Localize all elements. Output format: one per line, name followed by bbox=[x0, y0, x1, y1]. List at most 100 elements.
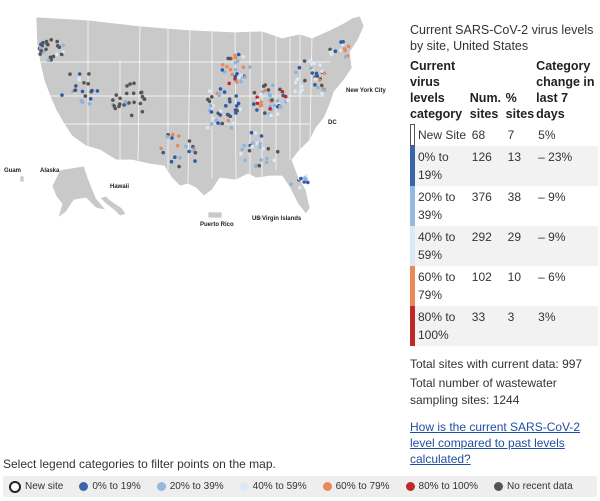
site-point[interactable] bbox=[283, 94, 288, 99]
site-point[interactable] bbox=[122, 103, 126, 107]
site-point[interactable] bbox=[55, 39, 59, 44]
site-point[interactable] bbox=[41, 40, 45, 45]
site-point[interactable] bbox=[342, 47, 347, 51]
site-point[interactable] bbox=[68, 72, 72, 76]
site-point[interactable] bbox=[218, 113, 222, 117]
site-point[interactable] bbox=[220, 63, 225, 67]
site-point[interactable] bbox=[225, 64, 229, 69]
site-point[interactable] bbox=[247, 149, 252, 153]
site-point[interactable] bbox=[255, 101, 260, 105]
site-point[interactable] bbox=[234, 104, 239, 108]
site-point[interactable] bbox=[233, 60, 238, 65]
site-point[interactable] bbox=[175, 143, 180, 148]
site-point[interactable] bbox=[117, 104, 121, 109]
site-point[interactable] bbox=[271, 83, 275, 88]
site-point[interactable] bbox=[235, 108, 240, 113]
site-point[interactable] bbox=[272, 103, 277, 108]
site-point[interactable] bbox=[209, 122, 214, 126]
site-point[interactable] bbox=[113, 106, 117, 111]
site-point[interactable] bbox=[49, 38, 53, 42]
site-point[interactable] bbox=[315, 74, 320, 78]
legend-item[interactable]: 20% to 39% bbox=[156, 481, 224, 492]
site-point[interactable] bbox=[316, 85, 320, 90]
site-point[interactable] bbox=[222, 70, 227, 74]
site-point[interactable] bbox=[302, 59, 307, 63]
site-point[interactable] bbox=[280, 89, 285, 94]
site-point[interactable] bbox=[60, 93, 64, 97]
site-point[interactable] bbox=[339, 40, 343, 44]
site-point[interactable] bbox=[140, 94, 145, 99]
site-point[interactable] bbox=[255, 108, 259, 112]
site-point[interactable] bbox=[207, 89, 212, 93]
site-point[interactable] bbox=[208, 103, 213, 108]
site-point[interactable] bbox=[83, 94, 88, 98]
site-point[interactable] bbox=[73, 88, 77, 93]
site-point[interactable] bbox=[216, 121, 220, 125]
site-point[interactable] bbox=[46, 58, 51, 62]
site-point[interactable] bbox=[272, 158, 277, 163]
site-point[interactable] bbox=[252, 90, 257, 95]
site-point[interactable] bbox=[77, 72, 82, 76]
site-point[interactable] bbox=[187, 149, 191, 154]
site-point[interactable] bbox=[38, 52, 42, 56]
site-point[interactable] bbox=[320, 83, 324, 88]
site-point[interactable] bbox=[206, 97, 210, 102]
site-point[interactable] bbox=[270, 98, 274, 102]
site-point[interactable] bbox=[184, 144, 188, 149]
site-point[interactable] bbox=[302, 176, 307, 180]
site-point[interactable] bbox=[275, 112, 280, 116]
site-point[interactable] bbox=[132, 81, 136, 86]
site-point[interactable] bbox=[318, 63, 322, 67]
site-point[interactable] bbox=[320, 69, 324, 74]
site-point[interactable] bbox=[228, 114, 233, 119]
site-point[interactable] bbox=[191, 148, 195, 153]
site-point[interactable] bbox=[210, 95, 214, 99]
site-point[interactable] bbox=[131, 91, 136, 96]
site-point[interactable] bbox=[111, 98, 115, 102]
site-point[interactable] bbox=[230, 72, 234, 77]
site-point[interactable] bbox=[222, 90, 227, 94]
site-point[interactable] bbox=[310, 71, 315, 75]
site-point[interactable] bbox=[229, 126, 234, 130]
site-point[interactable] bbox=[218, 109, 223, 113]
site-point[interactable] bbox=[268, 93, 273, 98]
site-point[interactable] bbox=[140, 109, 145, 114]
site-point[interactable] bbox=[173, 155, 177, 159]
site-point[interactable] bbox=[234, 94, 238, 98]
site-point[interactable] bbox=[251, 141, 255, 145]
site-point[interactable] bbox=[295, 77, 300, 81]
site-point[interactable] bbox=[333, 49, 338, 53]
site-point[interactable] bbox=[237, 75, 241, 80]
site-point[interactable] bbox=[250, 144, 254, 149]
site-point[interactable] bbox=[297, 65, 302, 70]
site-point[interactable] bbox=[239, 151, 243, 156]
site-point[interactable] bbox=[293, 89, 297, 94]
site-point[interactable] bbox=[313, 83, 317, 87]
site-point[interactable] bbox=[346, 44, 351, 49]
site-point[interactable] bbox=[159, 146, 163, 151]
site-point[interactable] bbox=[255, 95, 259, 100]
site-point[interactable] bbox=[80, 89, 85, 94]
site-point[interactable] bbox=[228, 67, 233, 72]
site-point[interactable] bbox=[258, 103, 263, 108]
site-point[interactable] bbox=[228, 56, 232, 61]
site-point[interactable] bbox=[299, 176, 303, 181]
site-point[interactable] bbox=[193, 150, 198, 155]
site-point[interactable] bbox=[231, 121, 235, 126]
site-point[interactable] bbox=[82, 81, 86, 85]
site-point[interactable] bbox=[243, 158, 247, 163]
site-point[interactable] bbox=[128, 82, 132, 86]
site-point[interactable] bbox=[233, 53, 237, 58]
site-point[interactable] bbox=[165, 135, 170, 139]
site-point[interactable] bbox=[39, 49, 43, 53]
site-point[interactable] bbox=[170, 132, 175, 137]
site-point[interactable] bbox=[86, 82, 90, 86]
site-point[interactable] bbox=[187, 139, 192, 143]
site-point[interactable] bbox=[275, 99, 280, 103]
site-point[interactable] bbox=[263, 83, 268, 87]
site-points[interactable] bbox=[37, 38, 351, 190]
legend-item[interactable]: 0% to 19% bbox=[79, 481, 141, 492]
site-point[interactable] bbox=[177, 164, 181, 169]
site-point[interactable] bbox=[302, 180, 307, 184]
site-point[interactable] bbox=[132, 100, 136, 105]
